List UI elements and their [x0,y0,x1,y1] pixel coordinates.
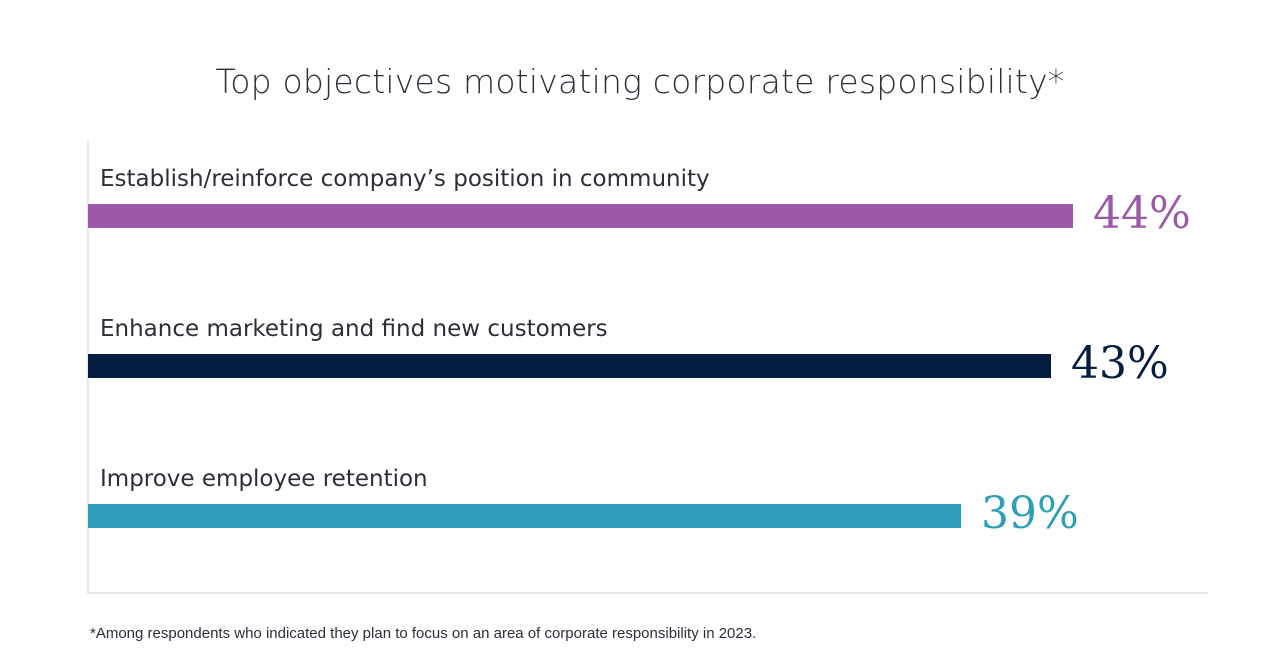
x-axis-line [87,592,1208,594]
footnote: *Among respondents who indicated they pl… [90,625,757,642]
chart-title: Top objectives motivating corporate resp… [215,62,1065,101]
category-label: Establish/reinforce company’s position i… [100,166,710,192]
bar [88,504,961,528]
bar [88,354,1051,378]
bar [88,204,1073,228]
value-label: 39% [981,488,1079,539]
category-label: Improve employee retention [100,466,428,492]
value-label: 44% [1093,188,1191,239]
category-label: Enhance marketing and find new customers [100,316,608,342]
value-label: 43% [1071,338,1169,389]
